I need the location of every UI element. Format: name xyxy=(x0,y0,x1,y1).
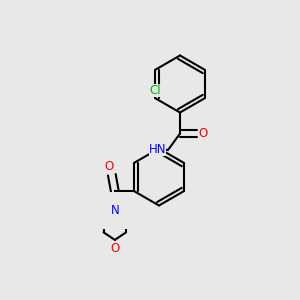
Text: O: O xyxy=(198,127,207,140)
Text: N: N xyxy=(110,204,119,217)
Text: Cl: Cl xyxy=(149,84,161,97)
Text: O: O xyxy=(110,242,119,255)
Text: HN: HN xyxy=(149,143,166,156)
Text: O: O xyxy=(104,160,113,173)
